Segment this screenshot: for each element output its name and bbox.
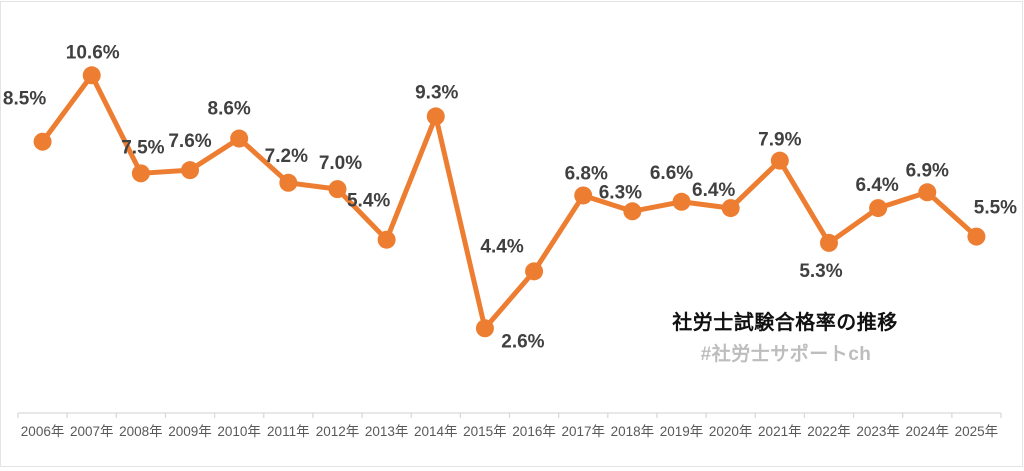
data-label: 6.9% bbox=[906, 160, 949, 181]
x-axis-label: 2008年 bbox=[119, 424, 163, 439]
data-label: 10.6% bbox=[66, 42, 120, 63]
x-axis-label: 2018年 bbox=[611, 424, 655, 439]
x-axis-label: 2009年 bbox=[168, 424, 212, 439]
x-axis-label: 2013年 bbox=[365, 424, 409, 439]
data-label: 7.6% bbox=[168, 131, 211, 152]
series-line bbox=[40, 72, 979, 331]
data-point bbox=[82, 66, 101, 85]
x-axis-label: 2023年 bbox=[856, 424, 900, 439]
x-axis-label: 2014年 bbox=[414, 424, 458, 439]
data-point bbox=[918, 183, 937, 202]
data-point bbox=[672, 192, 691, 211]
data-point bbox=[721, 199, 740, 218]
data-point bbox=[328, 180, 347, 199]
x-axis-label: 2006年 bbox=[21, 424, 65, 439]
data-point bbox=[33, 132, 52, 151]
data-label: 7.0% bbox=[319, 153, 362, 174]
x-axis-label: 2010年 bbox=[217, 424, 261, 439]
data-label: 5.5% bbox=[974, 198, 1017, 219]
data-point bbox=[967, 227, 986, 246]
data-point bbox=[770, 151, 789, 170]
data-label: 2.6% bbox=[501, 331, 544, 352]
channel-watermark: #社労士サポートch bbox=[700, 344, 872, 365]
chart-title: 社労士試験合格率の推移 bbox=[672, 312, 898, 334]
x-axis-label: 2021年 bbox=[758, 424, 802, 439]
x-axis-label: 2019年 bbox=[660, 424, 704, 439]
data-label: 6.3% bbox=[599, 182, 642, 203]
data-label: 8.5% bbox=[3, 89, 46, 110]
x-axis-label: 2022年 bbox=[807, 424, 851, 439]
data-point bbox=[230, 129, 249, 148]
data-label: 8.6% bbox=[208, 99, 251, 120]
data-point bbox=[819, 233, 838, 252]
data-label: 5.3% bbox=[799, 261, 842, 282]
data-point bbox=[279, 173, 298, 192]
data-label: 6.4% bbox=[855, 175, 898, 196]
x-axis-label: 2011年 bbox=[267, 424, 310, 439]
data-label: 6.8% bbox=[565, 163, 608, 184]
data-point bbox=[377, 230, 396, 249]
data-label: 9.3% bbox=[415, 82, 458, 103]
data-point bbox=[869, 199, 888, 218]
data-label: 6.4% bbox=[692, 180, 735, 201]
x-axis-label: 2015年 bbox=[463, 424, 507, 439]
data-point bbox=[525, 262, 544, 281]
data-point bbox=[181, 161, 200, 180]
x-axis-label: 2020年 bbox=[709, 424, 753, 439]
x-axis-label: 2016年 bbox=[512, 424, 556, 439]
x-axis-label: 2007年 bbox=[70, 424, 114, 439]
data-point bbox=[475, 319, 494, 338]
data-label: 6.6% bbox=[650, 163, 693, 184]
data-label: 7.9% bbox=[758, 130, 801, 151]
x-axis-label: 2024年 bbox=[906, 424, 950, 439]
data-label: 4.4% bbox=[480, 236, 523, 257]
x-axis-label: 2025年 bbox=[955, 424, 999, 439]
x-axis-label: 2017年 bbox=[561, 424, 605, 439]
data-point bbox=[623, 202, 642, 221]
data-label: 5.4% bbox=[347, 191, 390, 212]
data-point bbox=[426, 107, 445, 126]
data-point bbox=[131, 164, 150, 183]
data-label: 7.2% bbox=[265, 146, 308, 167]
x-axis-label: 2012年 bbox=[316, 424, 360, 439]
data-label: 7.5% bbox=[121, 137, 164, 158]
data-point bbox=[574, 186, 593, 205]
